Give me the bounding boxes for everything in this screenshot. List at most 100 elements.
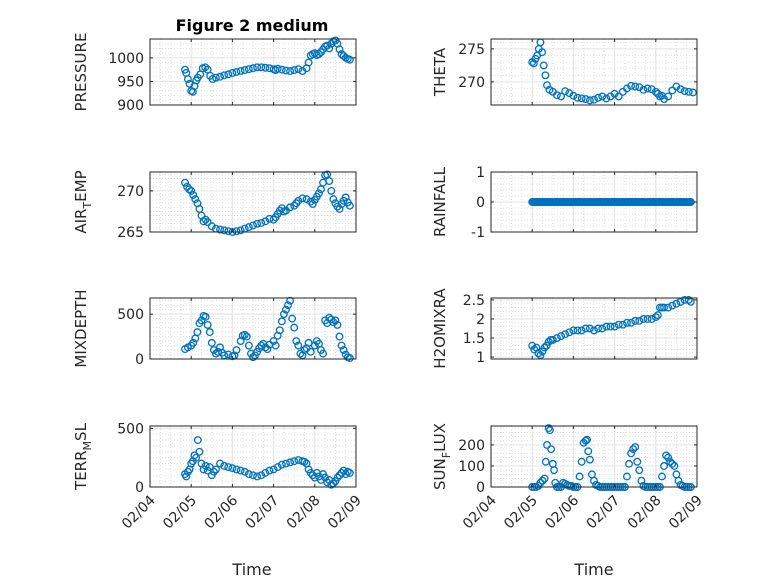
pressure-data-point (201, 63, 210, 72)
h2omixra-data-point (594, 324, 603, 333)
sun-flux-data-point (625, 459, 633, 468)
theta-data-point (585, 96, 594, 105)
h2omixra-data-point (569, 326, 578, 335)
h2omixra-data-point (684, 295, 693, 304)
terr-msl-data-point (244, 470, 253, 479)
h2omixra-data-point (561, 330, 570, 339)
sun-flux-data-point (541, 457, 550, 466)
theta-data-point (684, 87, 693, 96)
sun-flux-data-point (590, 476, 598, 485)
sun-flux-data-point (629, 445, 638, 454)
air-temp-data-point (199, 217, 208, 226)
air-temp-data-point (329, 195, 338, 204)
h2omixra-data-point (672, 299, 681, 308)
mixdepth-data-point (286, 296, 295, 305)
air-temp-data-point (286, 203, 295, 212)
mixdepth-data-point (345, 354, 354, 363)
pressure-data-point (253, 63, 262, 72)
rainfall-y-axis-label: RAINFALL (431, 166, 449, 237)
pressure-data-point (261, 63, 270, 72)
theta-data-point (590, 95, 598, 104)
air-temp-data-point (253, 219, 262, 228)
sun-flux-y-axis-label: SUNFLUX (431, 423, 453, 490)
sun-flux-data-point (666, 457, 675, 466)
sun-flux-y-tick-label: 200 (458, 438, 485, 454)
theta-data-point (569, 91, 578, 100)
mixdepth-data-point (232, 346, 241, 354)
mixdepth-data-point (282, 305, 290, 314)
h2omixra-data-point (686, 297, 695, 306)
mixdepth-data-point (214, 347, 222, 356)
pressure-data-point (304, 58, 313, 67)
subplot-theta: 270 275 THETA (431, 38, 698, 106)
terr-msl-data-point (211, 465, 220, 474)
air-temp-data-point (216, 225, 224, 234)
mixdepth-data-point (240, 330, 249, 339)
mixdepth-data-point (284, 301, 292, 310)
theta-data-point (676, 85, 685, 94)
pressure-data-point (335, 45, 344, 54)
pressure-data-point (290, 66, 299, 75)
mixdepth-data-point (275, 326, 284, 335)
h2omixra-y-tick-label: 1.5 (463, 331, 485, 347)
air-temp-data-point (261, 217, 270, 226)
mixdepth-data-point (193, 328, 202, 337)
sun-flux-data-point (577, 457, 586, 466)
air-temp-data-point (220, 226, 229, 235)
sun-flux-data-point (581, 436, 590, 445)
h2omixra-y-tick-label: 1 (476, 350, 485, 366)
pressure-data-point (220, 71, 229, 80)
mixdepth-data-point (288, 314, 297, 323)
sun-flux-data-point (633, 457, 642, 466)
sun-flux-data-point (623, 472, 631, 481)
pressure-data-point (183, 75, 192, 84)
terr-msl-data-point (286, 458, 295, 467)
terr-msl-data-point (192, 453, 201, 462)
sun-flux-y-tick-label: 0 (476, 480, 485, 496)
mixdepth-data-point (310, 341, 319, 350)
h2omixra-data-point (668, 301, 677, 310)
mixdepth-data-point (277, 317, 286, 326)
h2omixra-data-point (590, 326, 598, 335)
mixdepth-data-point (292, 337, 301, 346)
h2omixra-data-point (577, 326, 586, 335)
terr-msl-data-point (236, 466, 245, 475)
terr-msl-data-point (240, 467, 249, 476)
h2omixra-y-tick-label: 2.5 (463, 293, 485, 309)
theta-data-point (594, 93, 603, 102)
mixdepth-data-point (263, 345, 272, 354)
terr-msl-data-point (265, 466, 274, 475)
terr-msl-data-point (282, 459, 290, 468)
rainfall-y-tick-label: 1 (476, 165, 485, 181)
h2omixra-data-point (602, 322, 611, 331)
terr-msl-data-point (228, 464, 237, 473)
pressure-y-axis-label: PRESSURE (72, 33, 90, 112)
mixdepth-data-point (331, 316, 340, 325)
mixdepth-data-point (203, 320, 212, 329)
air-temp-data-point (327, 186, 336, 195)
sun-flux-data-point (584, 447, 593, 456)
terr-msl-data-point (216, 459, 224, 468)
terr-msl-data-point (232, 465, 241, 474)
pressure-data-point (286, 67, 295, 76)
theta-data-point (561, 87, 570, 96)
h2omixra-axes-box (490, 297, 698, 360)
terr-msl-data-point (300, 457, 309, 466)
mixdepth-data-point (339, 346, 348, 354)
theta-data-point (668, 86, 677, 95)
h2omixra-data-point (614, 320, 623, 329)
air-temp-data-point (302, 195, 311, 204)
air-temp-data-point (298, 194, 307, 203)
h2omixra-y-axis-label: H2OMIXRA (431, 288, 449, 369)
x-axis-label-right: Time (573, 560, 613, 579)
h2omixra-data-point (610, 322, 619, 331)
h2omixra-data-point (544, 337, 553, 346)
pressure-data-point (325, 44, 334, 53)
pressure-data-point (273, 64, 282, 73)
theta-data-point (552, 91, 561, 100)
air-temp-data-point (294, 196, 303, 205)
sun-flux-data-point (668, 459, 677, 468)
mixdepth-y-axis-label: MIXDEPTH (72, 289, 90, 367)
subplot-h2omixra: 1 1.5 2 2.5 H2OMIXRA (431, 288, 698, 369)
mixdepth-data-point (333, 320, 342, 329)
